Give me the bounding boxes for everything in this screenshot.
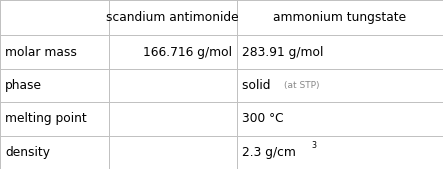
Text: 300 °C: 300 °C [242,112,284,125]
Text: 166.716 g/mol: 166.716 g/mol [143,46,232,59]
Text: density: density [5,146,51,159]
Text: 3: 3 [312,141,317,150]
Text: 2.3 g/cm: 2.3 g/cm [242,146,296,159]
Text: solid: solid [242,79,275,92]
Text: phase: phase [5,79,43,92]
Text: ammonium tungstate: ammonium tungstate [273,11,407,24]
Text: (at STP): (at STP) [284,81,319,90]
Text: molar mass: molar mass [5,46,77,59]
Text: melting point: melting point [5,112,87,125]
Text: scandium antimonide: scandium antimonide [106,11,239,24]
Text: 283.91 g/mol: 283.91 g/mol [242,46,324,59]
